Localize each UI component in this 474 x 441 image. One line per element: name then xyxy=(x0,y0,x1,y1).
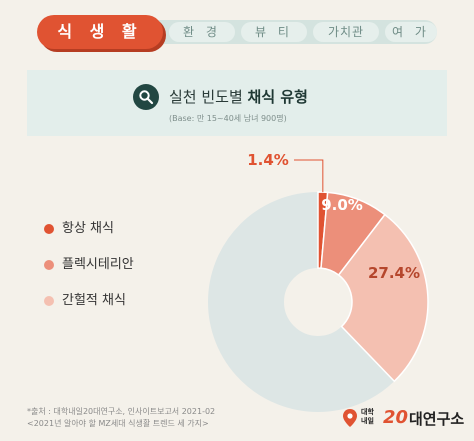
logo-number: 20 xyxy=(383,407,409,428)
tab-environment[interactable]: 환 경 xyxy=(169,22,235,42)
legend-dot-always-vegetarian xyxy=(44,224,54,234)
title-banner: 실천 빈도별 채식 유형 (Base: 만 15~40세 남녀 900명) xyxy=(27,70,447,136)
legend-label-intermittent-vegetarian: 간헐적 채식 xyxy=(62,293,126,308)
leader-line-always-vegetarian xyxy=(294,159,324,193)
logo-wordmark: 대연구소 xyxy=(409,410,465,428)
source-line-2: <2021년 알아야 할 MZ세대 식생활 트렌드 세 가지> xyxy=(27,419,209,428)
source-line-1: *출처 : 대학내일20대연구소, 인사이트보고서 2021-02 xyxy=(27,407,216,416)
tab-values[interactable]: 가치관 xyxy=(313,22,379,42)
legend-label-always-vegetarian: 항상 채식 xyxy=(62,221,114,236)
logo-small-line-1: 대학 xyxy=(361,408,374,416)
logo-small-line-2: 내일 xyxy=(361,417,374,425)
page-title: 실천 빈도별 채식 유형 xyxy=(169,84,308,110)
tab-beauty[interactable]: 뷰 티 xyxy=(241,22,307,42)
legend-item-always-vegetarian: 항상 채식 xyxy=(44,220,134,238)
chart-legend: 항상 채식 플렉시테리안 간헐적 채식 xyxy=(44,220,134,328)
category-nav: 환 경 뷰 티 가치관 여 가 식 생 활 xyxy=(31,15,441,49)
location-pin-icon xyxy=(343,409,357,427)
legend-dot-flexitarian xyxy=(44,260,54,270)
legend-dot-intermittent-vegetarian xyxy=(44,296,54,306)
source-note: *출처 : 대학내일20대연구소, 인사이트보고서 2021-02 <2021년… xyxy=(27,406,215,430)
value-label-always-vegetarian: 1.4% xyxy=(247,151,289,169)
legend-label-flexitarian: 플렉시테리안 xyxy=(62,257,134,272)
donut-slice-intermittent-vegetarian xyxy=(337,213,429,383)
search-icon xyxy=(133,84,159,110)
tab-leisure[interactable]: 여 가 xyxy=(385,22,437,42)
page-title-bold: 채식 유형 xyxy=(247,88,308,106)
legend-item-flexitarian: 플렉시테리안 xyxy=(44,256,134,274)
value-label-intermittent-vegetarian: 27.4% xyxy=(368,264,420,282)
logo-small-text: 대학 내일 xyxy=(361,408,383,426)
page-title-plain: 실천 빈도별 xyxy=(169,88,248,106)
tab-food-active[interactable]: 식 생 활 xyxy=(37,15,163,49)
page-subtitle: (Base: 만 15~40세 남녀 900명) xyxy=(169,114,287,123)
value-label-flexitarian: 9.0% xyxy=(321,196,363,214)
legend-item-intermittent-vegetarian: 간헐적 채식 xyxy=(44,292,134,310)
